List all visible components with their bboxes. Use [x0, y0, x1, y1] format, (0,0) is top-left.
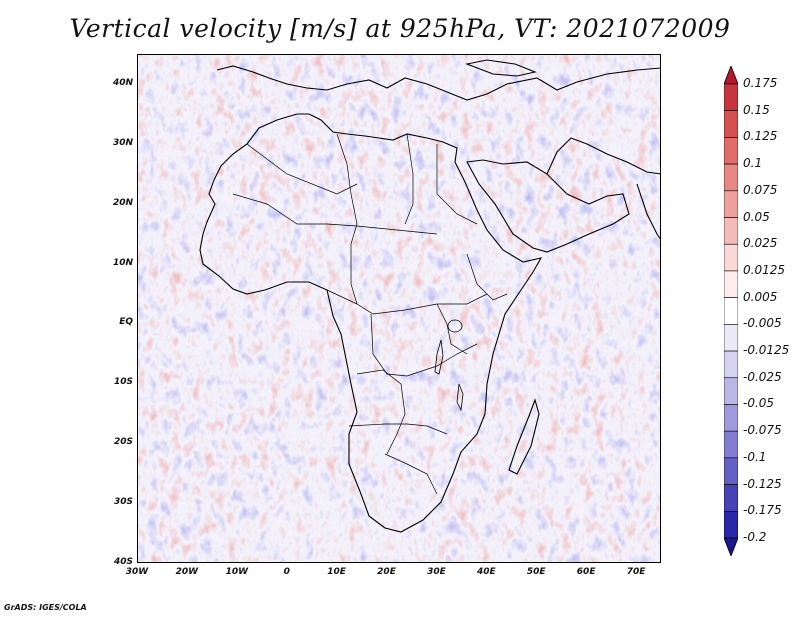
colorbar-bin	[724, 137, 738, 165]
colorbar-bin	[724, 270, 738, 298]
grads-footer: GrADS: IGES/COLA	[4, 603, 87, 612]
lon-tick-label: 10E	[327, 567, 346, 577]
lon-tick-label: 70E	[626, 567, 646, 577]
colorbar	[724, 66, 738, 556]
lat-tick-label: 40N	[112, 77, 133, 88]
colorbar-level-label: -0.1	[743, 449, 767, 464]
colorbar-bin	[724, 297, 738, 325]
lon-tick-label: 60E	[576, 567, 596, 577]
lake-malawi	[456, 383, 464, 412]
madagascar-coastline	[508, 398, 540, 475]
colorbar-bin	[724, 217, 738, 245]
colorbar-level-label: -0.075	[743, 423, 782, 438]
lat-tick-label: 30S	[113, 497, 133, 508]
india-coastline	[636, 183, 661, 241]
country-border	[436, 144, 478, 225]
lat-tick-label: 30N	[112, 137, 133, 148]
country-border	[356, 369, 406, 455]
colorbar-level-label: 0.175	[743, 76, 778, 90]
colorbar-bin	[724, 110, 738, 138]
lon-tick-label: 20E	[377, 567, 396, 577]
colorbar-level-label: -0.2	[743, 530, 767, 544]
lon-tick-label: 30E	[427, 567, 446, 577]
persian-gulf-coastline	[546, 137, 661, 175]
country-border	[232, 193, 438, 235]
coastlines	[199, 59, 661, 533]
plot-frame	[137, 54, 661, 563]
colorbar-min-arrow	[724, 537, 738, 556]
colorbar-bin	[724, 83, 738, 112]
colorbar-bin	[724, 163, 738, 192]
country-border	[370, 313, 478, 377]
colorbar-level-label: 0.125	[743, 129, 778, 144]
colorbar-max-arrow	[724, 66, 738, 85]
lon-tick-label: 20W	[175, 567, 199, 577]
colorbar-level-label: 0.0125	[743, 262, 785, 277]
colorbar-bin	[724, 350, 738, 379]
lat-tick-label: 20S	[113, 437, 133, 448]
lake-victoria	[447, 319, 463, 333]
colorbar-level-label: 0.15	[743, 102, 770, 117]
colorbar-level-label: 0.05	[743, 209, 770, 224]
lake-tanganyika	[434, 339, 444, 375]
colorbar-level-label: 0.005	[743, 289, 778, 304]
colorbar-bin	[724, 430, 738, 459]
country-border	[336, 133, 358, 245]
country-border	[326, 289, 358, 305]
country-border	[404, 133, 414, 225]
velocity-field-map	[137, 54, 661, 563]
colorbar-level-label: -0.05	[743, 396, 775, 411]
colorbar-bin	[724, 457, 738, 485]
lon-tick-label: 10W	[225, 567, 249, 577]
colorbar-level-label: 0.025	[743, 236, 778, 251]
lon-tick-label: 30W	[125, 567, 149, 577]
black-sea-coastline	[465, 59, 537, 77]
colorbar-level-label: -0.175	[743, 503, 782, 518]
colorbar-bin	[724, 404, 738, 432]
africa-coastline	[199, 113, 543, 533]
colorbar-bin	[724, 324, 738, 352]
country-border	[466, 253, 508, 301]
colorbar-bin	[724, 510, 738, 539]
lon-tick-label: 40E	[476, 567, 496, 577]
country-border	[348, 423, 448, 435]
lon-tick-label: 50E	[526, 567, 546, 577]
colorbar-level-label: -0.005	[743, 316, 782, 331]
country-border	[350, 244, 488, 315]
colorbar-bin	[724, 377, 738, 405]
colorbar-bin	[724, 190, 738, 218]
lat-tick-label: 10S	[113, 377, 133, 388]
lat-tick-label: EQ	[119, 317, 133, 328]
colorbar-level-label: -0.125	[743, 476, 782, 491]
chart-title: Vertical velocity [m/s] at 925hPa, VT: 2…	[69, 14, 731, 43]
country-borders	[232, 133, 508, 495]
country-border	[436, 303, 468, 355]
colorbar-level-label: 0.1	[743, 156, 763, 171]
lat-tick-label: 10N	[112, 257, 133, 268]
colorbar-bin	[724, 484, 738, 512]
lat-tick-label: 40S	[113, 557, 133, 567]
velocity-noise-detail	[137, 54, 661, 563]
country-border	[384, 453, 438, 495]
colorbar-level-label: -0.0125	[743, 343, 790, 358]
arabian-peninsula-coastline	[466, 159, 630, 253]
colorbar-level-label: -0.025	[743, 369, 782, 384]
europe-coastline	[216, 65, 661, 101]
lon-tick-label: 0	[283, 567, 290, 577]
lat-tick-label: 20N	[112, 197, 133, 208]
lakes	[434, 319, 464, 412]
map-plot-area	[137, 54, 661, 563]
colorbar-level-label: 0.075	[743, 182, 778, 197]
country-border	[246, 143, 358, 195]
colorbar-bin	[724, 243, 738, 272]
